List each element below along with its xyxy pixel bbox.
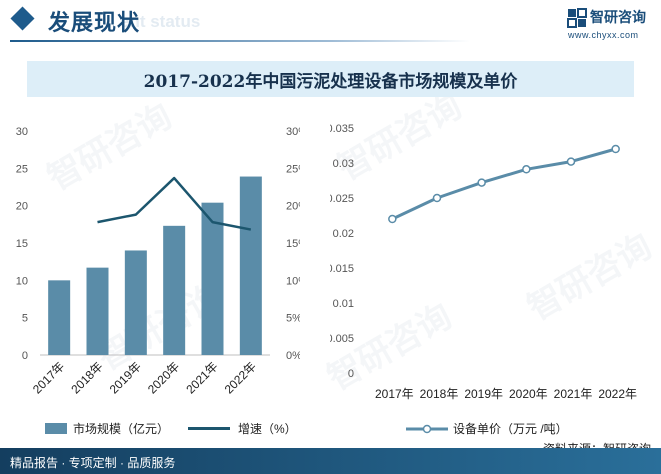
section-title-en: ent status <box>120 12 201 31</box>
footer-slogan: 精品报告 · 专项定制 · 品质服务 <box>10 456 176 470</box>
y-tick-label: 0.03 <box>333 158 354 170</box>
bar-market-size <box>48 280 71 355</box>
footer-bar: 精品报告 · 专项定制 · 品质服务 <box>0 448 661 474</box>
y-left-tick-label: 5 <box>22 313 28 325</box>
x-tick-label: 2022年 <box>598 387 637 401</box>
y-tick-label: 0.02 <box>333 228 354 240</box>
y-left-tick-label: 10 <box>16 275 28 287</box>
unit-price-chart: 0 0.005 0.01 0.015 0.02 0.025 0.03 0.035 2017年 20… <box>330 123 637 401</box>
section-title: 发展现状 <box>48 10 141 35</box>
legend-growth: 增速（%） <box>188 420 297 437</box>
y-right-tick-label: 30% <box>286 126 300 138</box>
y-left-tick-label: 25 <box>16 163 28 175</box>
chart-title: 2017-2022年中国污泥处理设备市场规模及单价 <box>27 61 634 97</box>
unit-price-line <box>391 147 617 221</box>
y-right-tick-label: 20% <box>286 201 300 213</box>
x-tick-label: 2017年 <box>375 387 414 401</box>
bar-market-size <box>239 176 262 355</box>
legend-unit-price-label: 设备单价（万元 /吨） <box>453 422 568 436</box>
bar-market-size <box>124 250 147 355</box>
bar-market-size <box>86 267 109 355</box>
bar-market-size <box>201 202 224 355</box>
market-size-chart: 0 5 10 15 20 25 30 0% 5% 10% 15% 20% 25% 30% 2017年2018… <box>16 126 300 396</box>
header-divider <box>10 40 470 42</box>
y-tick-label: 0.035 <box>330 123 354 135</box>
y-tick-label: 0.015 <box>330 263 354 275</box>
legend-market-size-label: 市场规模（亿元） <box>73 422 170 436</box>
brand-name: 智研咨询 <box>590 9 646 25</box>
unit-price-point <box>388 214 397 224</box>
unit-price-point <box>566 157 576 166</box>
legend-line-marker-swatch <box>406 424 448 433</box>
unit-price-point <box>432 193 442 203</box>
x-tick-label: 2021年 <box>183 359 220 396</box>
y-left-tick-label: 15 <box>16 238 28 250</box>
y-right-tick-label: 10% <box>286 275 300 287</box>
y-right-tick-label: 5% <box>286 313 300 325</box>
y-right-tick-label: 0% <box>286 350 300 362</box>
y-right-tick-label: 15% <box>286 238 300 250</box>
legend-bar-swatch <box>45 423 67 434</box>
unit-price-point <box>477 178 486 187</box>
y-tick-label: 0.025 <box>330 193 354 205</box>
brand-logo-icon <box>567 8 587 28</box>
x-tick-label: 2019年 <box>464 387 503 401</box>
unit-price-point <box>522 165 531 174</box>
unit-price-point <box>611 144 620 154</box>
legend-line-swatch <box>188 427 230 430</box>
x-tick-label: 2018年 <box>420 387 459 401</box>
x-tick-label: 2019年 <box>107 359 144 396</box>
legend-growth-label: 增速（%） <box>238 422 297 436</box>
y-left-tick-label: 0 <box>22 350 28 362</box>
x-tick-label: 2020年 <box>509 387 548 401</box>
y-left-tick-label: 30 <box>16 126 28 138</box>
y-tick-label: 0.005 <box>330 333 354 345</box>
diamond-icon <box>10 6 35 31</box>
y-left-tick-label: 20 <box>16 201 28 213</box>
growth-rate-line <box>97 176 252 231</box>
y-tick-label: 0.01 <box>333 298 354 310</box>
bar-market-size <box>163 225 186 355</box>
x-tick-label: 2020年 <box>145 359 182 396</box>
x-tick-label: 2018年 <box>68 359 105 396</box>
brand-url[interactable]: www.chyxx.com <box>568 30 639 40</box>
legend-market-size: 市场规模（亿元） <box>45 420 169 437</box>
legend-unit-price: 设备单价（万元 /吨） <box>405 420 568 437</box>
y-tick-label: 0 <box>348 368 354 380</box>
x-tick-label: 2021年 <box>554 387 593 401</box>
x-tick-label: 2017年 <box>30 359 67 396</box>
x-tick-label: 2022年 <box>222 359 259 396</box>
y-right-tick-label: 25% <box>286 163 300 175</box>
page-header: ent status 发展现状 智研咨询 www.chyxx.com <box>0 0 661 44</box>
